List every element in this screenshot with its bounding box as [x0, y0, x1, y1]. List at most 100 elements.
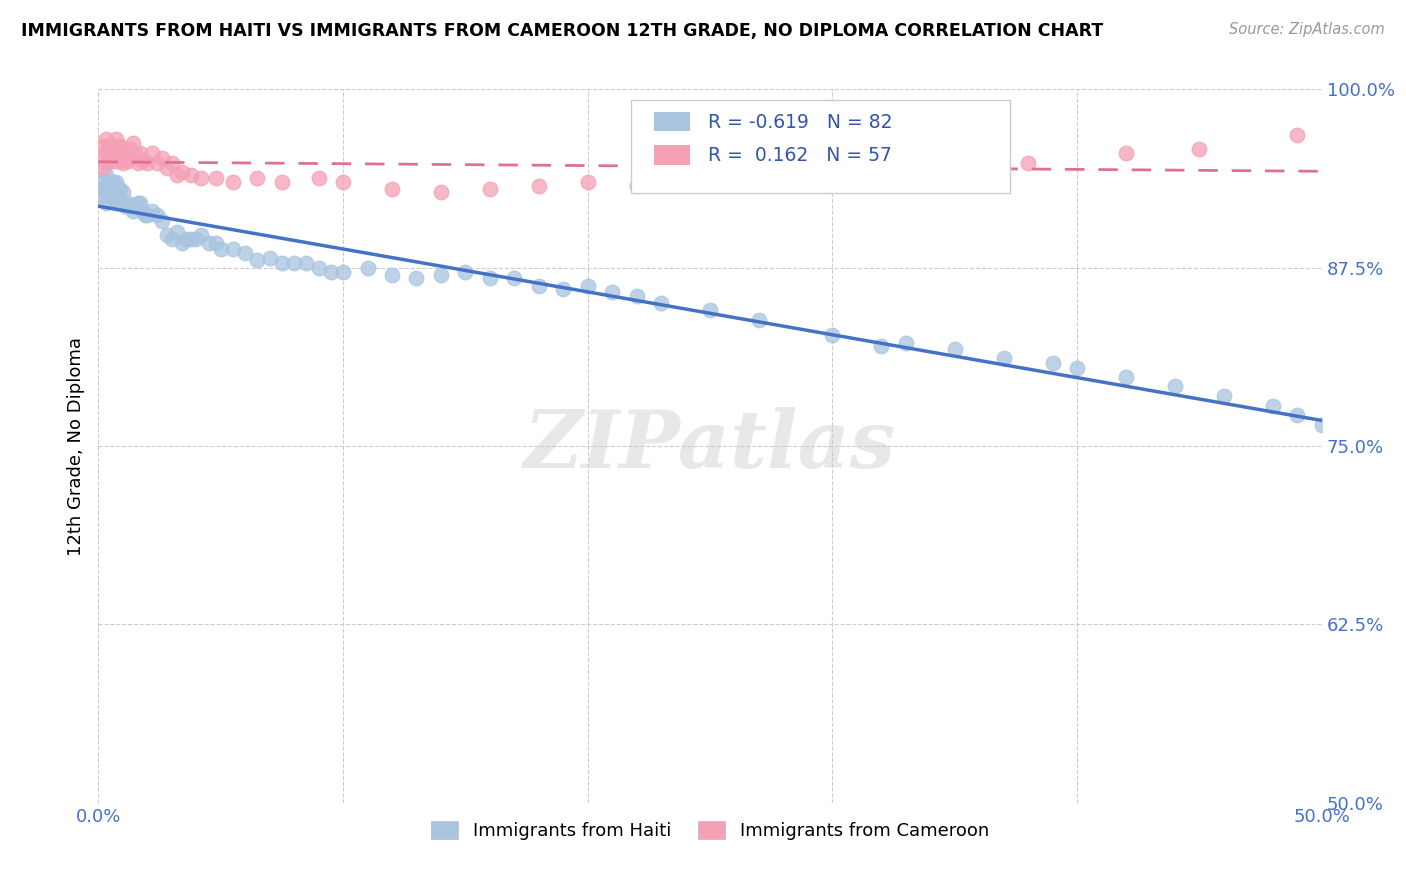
Point: [454, 265, 477, 279]
Point: [170, 236, 193, 251]
Point: [1066, 360, 1088, 375]
Point: [97, 189, 120, 203]
Point: [772, 170, 794, 185]
Point: [101, 153, 124, 168]
Point: [91, 161, 114, 175]
Point: [600, 285, 623, 299]
Point: [107, 196, 129, 211]
Point: [107, 139, 129, 153]
Point: [894, 336, 917, 351]
Point: [146, 156, 169, 170]
Text: IMMIGRANTS FROM HAITI VS IMMIGRANTS FROM CAMEROON 12TH GRADE, NO DIPLOMA CORRELA: IMMIGRANTS FROM HAITI VS IMMIGRANTS FROM…: [21, 22, 1104, 40]
Point: [1164, 379, 1187, 393]
Point: [110, 182, 132, 196]
Point: [246, 170, 269, 185]
FancyBboxPatch shape: [630, 100, 1010, 193]
Point: [626, 289, 648, 303]
Point: [146, 208, 169, 222]
Point: [993, 351, 1015, 365]
Point: [100, 175, 122, 189]
Point: [332, 175, 354, 189]
Point: [821, 327, 844, 342]
Legend: Immigrants from Haiti, Immigrants from Cameroon: Immigrants from Haiti, Immigrants from C…: [425, 814, 995, 847]
Point: [553, 282, 575, 296]
Point: [136, 208, 159, 222]
Point: [121, 203, 143, 218]
Point: [503, 270, 526, 285]
Point: [100, 139, 122, 153]
Point: [308, 260, 330, 275]
Point: [100, 189, 122, 203]
Point: [94, 168, 117, 182]
Point: [97, 175, 120, 189]
Point: [1115, 370, 1137, 384]
Point: [576, 279, 599, 293]
Point: [381, 182, 404, 196]
Text: R = -0.619   N = 82: R = -0.619 N = 82: [707, 112, 891, 131]
Point: [101, 175, 124, 189]
Point: [111, 156, 134, 170]
Point: [110, 139, 132, 153]
Y-axis label: 12th Grade, No Diploma: 12th Grade, No Diploma: [66, 336, 84, 556]
FancyBboxPatch shape: [654, 145, 690, 165]
Point: [91, 189, 114, 203]
Point: [94, 182, 117, 196]
Text: ZIPatlas: ZIPatlas: [524, 408, 896, 484]
Point: [107, 153, 129, 168]
Point: [111, 196, 134, 211]
Point: [117, 153, 139, 168]
FancyBboxPatch shape: [654, 112, 690, 131]
Point: [527, 279, 550, 293]
Point: [111, 185, 134, 199]
Point: [205, 236, 228, 251]
Point: [114, 199, 136, 213]
Point: [186, 232, 208, 246]
Point: [160, 232, 183, 246]
Point: [110, 153, 132, 168]
Point: [134, 208, 156, 222]
Point: [209, 242, 232, 256]
Point: [131, 203, 153, 218]
Point: [100, 153, 122, 168]
Point: [114, 151, 136, 165]
Point: [166, 168, 188, 182]
Point: [259, 251, 281, 265]
Point: [1017, 156, 1039, 170]
Point: [650, 296, 672, 310]
Point: [129, 146, 152, 161]
Point: [107, 182, 129, 196]
Point: [111, 142, 134, 156]
Point: [576, 175, 599, 189]
Point: [197, 236, 219, 251]
Point: [150, 151, 173, 165]
Point: [699, 303, 721, 318]
Point: [180, 168, 202, 182]
Point: [166, 225, 188, 239]
Point: [1286, 408, 1309, 422]
Point: [270, 256, 294, 270]
Point: [156, 161, 179, 175]
Point: [127, 156, 149, 170]
Point: [1286, 128, 1309, 142]
Point: [943, 342, 966, 356]
Point: [205, 170, 228, 185]
Point: [101, 182, 124, 196]
Point: [129, 196, 152, 211]
Point: [117, 196, 139, 211]
Point: [190, 170, 212, 185]
Point: [156, 227, 179, 242]
Point: [141, 203, 163, 218]
Point: [1310, 417, 1333, 432]
Point: [94, 132, 117, 146]
Point: [176, 232, 198, 246]
Point: [1212, 389, 1234, 403]
Point: [1188, 142, 1211, 156]
Point: [124, 199, 146, 213]
Point: [91, 175, 114, 189]
Text: Source: ZipAtlas.com: Source: ZipAtlas.com: [1229, 22, 1385, 37]
Point: [870, 339, 893, 353]
Point: [90, 153, 112, 168]
Point: [131, 153, 153, 168]
Point: [430, 268, 453, 282]
Point: [101, 139, 124, 153]
